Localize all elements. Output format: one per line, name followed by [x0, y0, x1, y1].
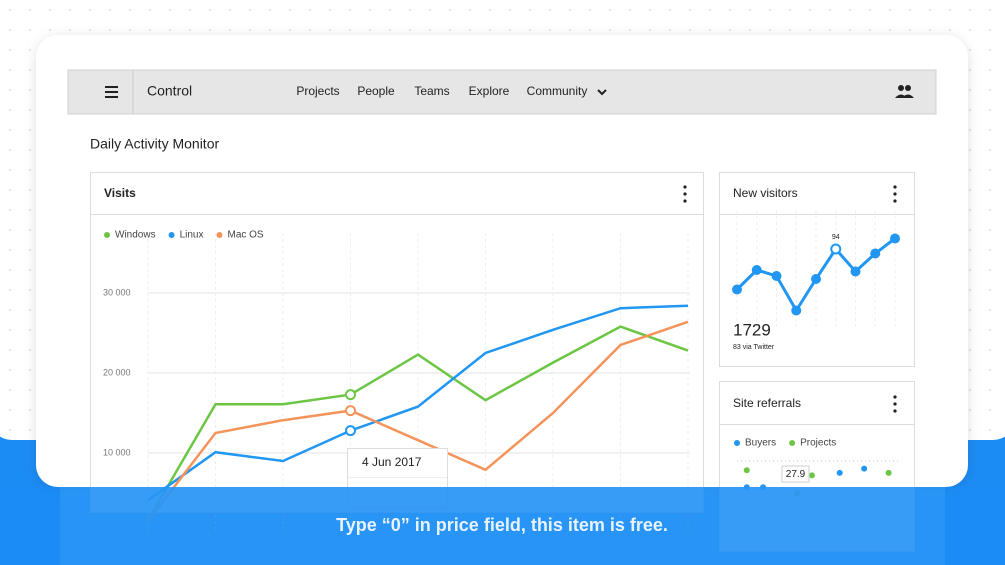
caption: 83 via Twitter: [733, 344, 775, 351]
point: [345, 389, 356, 401]
page-title: Daily Activity Monitor: [90, 136, 219, 152]
point: [791, 305, 802, 316]
legend-marker: [734, 440, 740, 446]
card-title: Site referrals: [733, 396, 801, 410]
nav-links: Projects People Teams Explore Community: [296, 84, 587, 98]
legend-label: Projects: [800, 438, 836, 449]
card-title: New visitors: [733, 186, 798, 200]
point: [811, 274, 821, 284]
point: [890, 233, 900, 244]
tooltip-date: 4 Jun 2017: [362, 455, 422, 469]
point: [850, 266, 861, 277]
point: [870, 248, 881, 259]
banner: [60, 487, 945, 565]
point: [885, 469, 892, 476]
navbar: [67, 69, 937, 115]
legend: Windows Linux Mac OS: [104, 230, 264, 241]
legend-marker: [168, 232, 175, 238]
people-icon[interactable]: [895, 85, 914, 98]
visits-chart: [146, 233, 690, 533]
new-visitors-chart: 94: [732, 210, 900, 330]
point: [771, 271, 782, 281]
menu-icon[interactable]: [105, 86, 118, 98]
data-label: 94: [832, 234, 840, 241]
nav-link[interactable]: Community: [527, 84, 588, 98]
legend-marker: [216, 232, 223, 238]
point: [861, 465, 868, 472]
line: [146, 325, 689, 521]
point: [743, 467, 750, 474]
card-title: Visits: [104, 186, 136, 200]
more-icon[interactable]: [683, 185, 687, 203]
more-icon[interactable]: [893, 185, 897, 203]
nav-link[interactable]: Explore: [469, 84, 510, 98]
legend-label: Buyers: [745, 438, 776, 449]
y-tick-label: 30 000: [103, 287, 131, 297]
legend-label: Mac OS: [227, 230, 263, 241]
nav-link[interactable]: People: [357, 84, 395, 98]
legend: Buyers Projects: [734, 438, 836, 449]
point: [751, 265, 762, 275]
total: 1729: [733, 320, 771, 339]
point: [836, 469, 843, 476]
legend-label: Linux: [180, 230, 204, 241]
chevron[interactable]: [597, 89, 607, 96]
point: [808, 472, 815, 479]
y-tick-label: 20 000: [103, 367, 131, 377]
point: [732, 284, 742, 295]
legend-marker: [104, 232, 110, 238]
y-tick-label: 10 000: [103, 447, 131, 457]
line: [147, 304, 689, 502]
line: [147, 320, 689, 522]
point: [345, 425, 356, 437]
legend-marker: [789, 440, 796, 446]
point: [830, 243, 842, 255]
legend-label: Windows: [115, 230, 156, 241]
nav-title: Control: [147, 83, 192, 99]
point: [345, 405, 356, 417]
banner-text: Type “0” in price field, this item is fr…: [336, 515, 668, 535]
tooltip: [781, 465, 810, 483]
nav-link[interactable]: Projects: [296, 84, 339, 98]
nav-link[interactable]: Teams: [414, 84, 449, 98]
tooltip-text: 27.9: [786, 469, 806, 480]
more-icon[interactable]: [893, 395, 897, 413]
